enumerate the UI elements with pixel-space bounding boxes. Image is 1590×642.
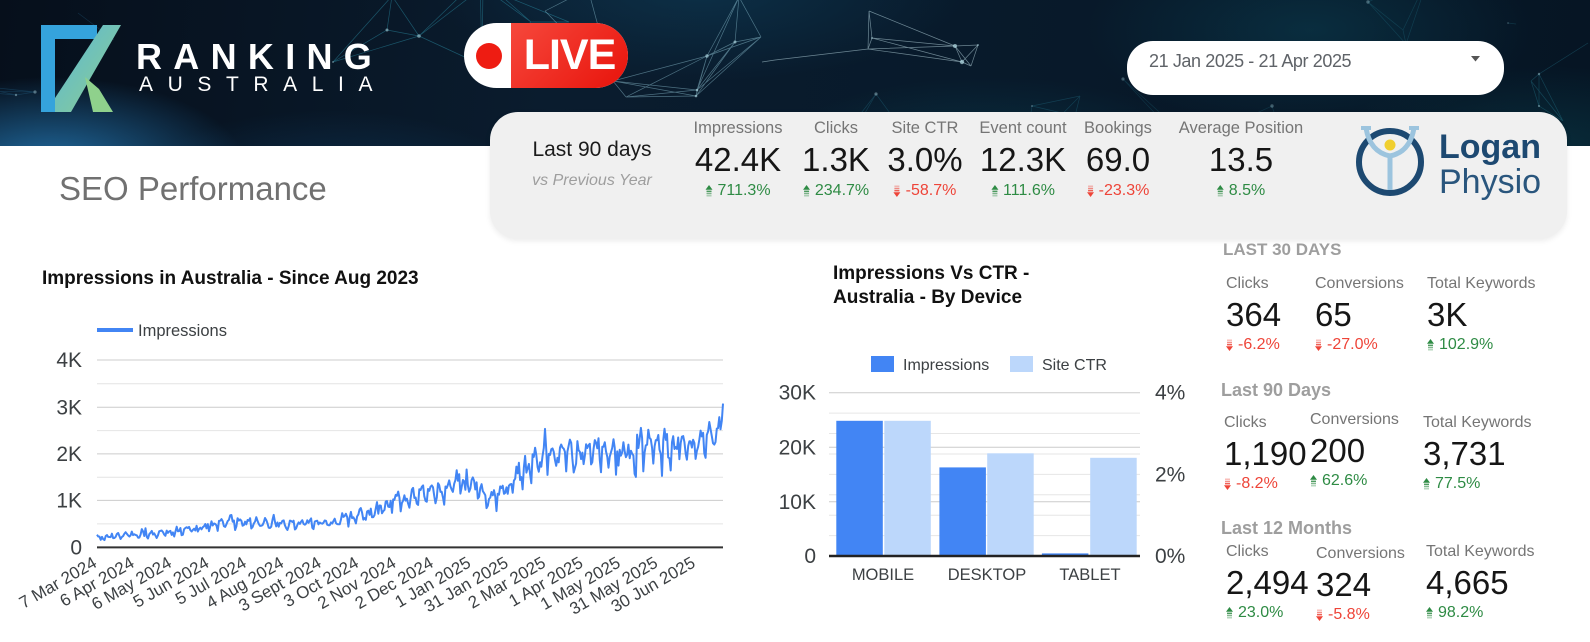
- svg-text:MOBILE: MOBILE: [852, 566, 914, 584]
- svg-text:1K: 1K: [56, 489, 82, 512]
- svg-text:4%: 4%: [1155, 382, 1185, 405]
- svg-text:2K: 2K: [56, 443, 82, 466]
- svg-text:0%: 0%: [1155, 545, 1185, 568]
- svg-text:Impressions: Impressions: [903, 357, 989, 374]
- svg-text:Impressions: Impressions: [138, 322, 227, 340]
- svg-text:TABLET: TABLET: [1059, 566, 1120, 584]
- svg-text:30K: 30K: [779, 382, 816, 405]
- svg-text:4K: 4K: [56, 349, 82, 372]
- svg-text:20K: 20K: [779, 436, 816, 459]
- svg-text:Site CTR: Site CTR: [1042, 357, 1107, 374]
- svg-text:10K: 10K: [779, 491, 816, 514]
- svg-text:DESKTOP: DESKTOP: [948, 566, 1027, 584]
- svg-text:3K: 3K: [56, 396, 82, 419]
- svg-text:0: 0: [804, 545, 816, 568]
- svg-text:2%: 2%: [1155, 463, 1185, 486]
- svg-text:0: 0: [70, 536, 82, 559]
